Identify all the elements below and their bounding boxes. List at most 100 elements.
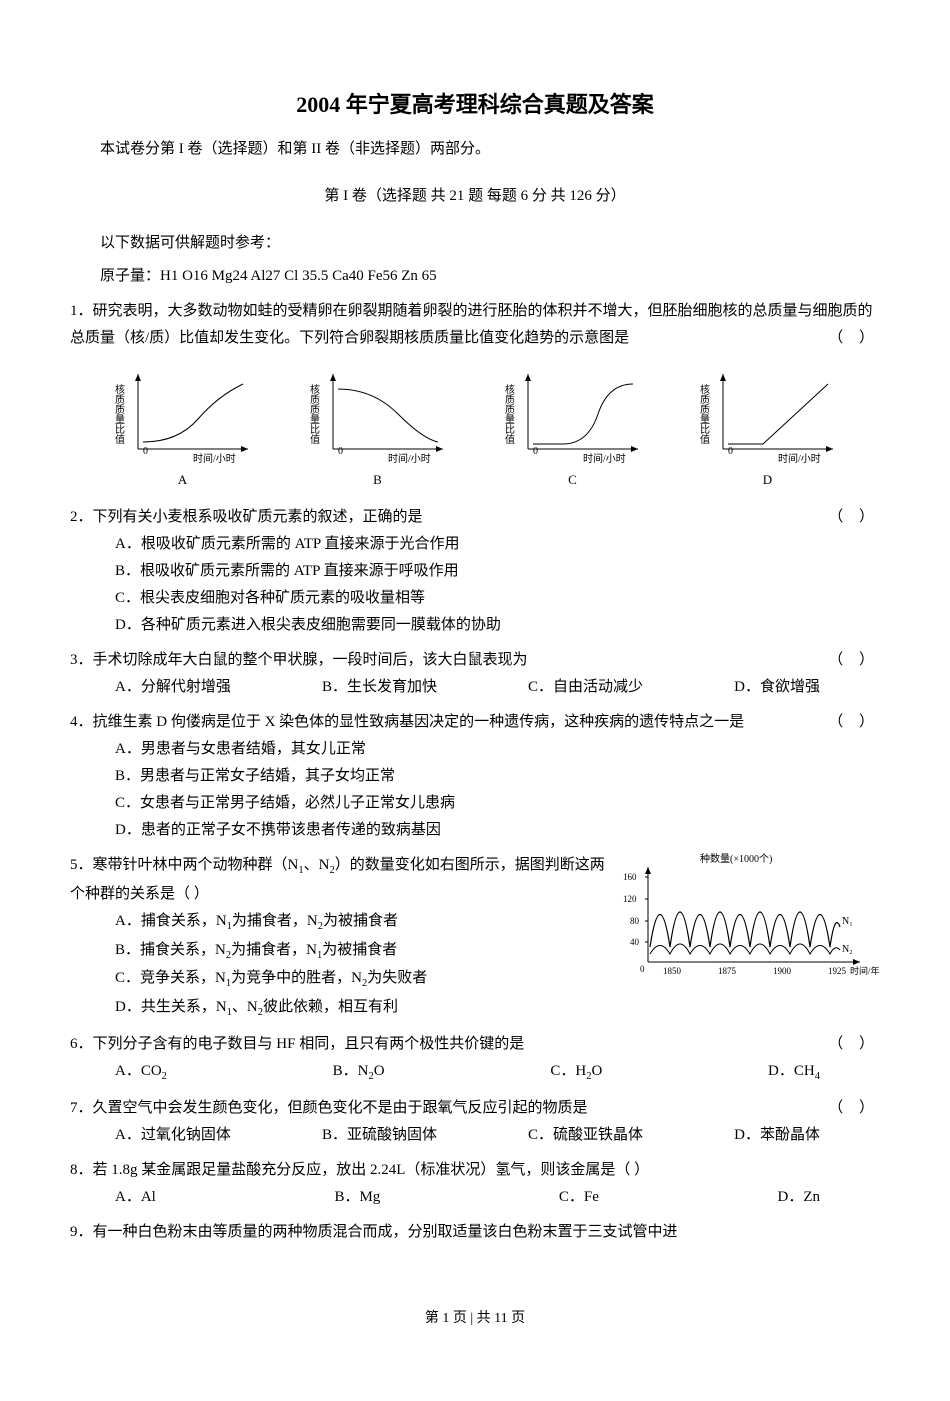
q3-opt-a: A．分解代射增强	[115, 674, 231, 701]
ref-line-1: 以下数据可供解题时参考：	[70, 230, 880, 257]
question-7: 7．久置空气中会发生颜色变化，但颜色变化不是由于跟氧气反应引起的物质是 （ ） …	[70, 1095, 880, 1149]
svg-text:160: 160	[623, 872, 637, 882]
q4-opt-c: C．女患者与正常男子结婚，必然儿子正常女儿患病	[115, 790, 880, 817]
q7-paren: （ ）	[828, 1095, 880, 1122]
q3-opt-c: C．自由活动减少	[528, 674, 643, 701]
q5-opt-d: D．共生关系，N1、N2彼此依赖，相互有利	[115, 994, 610, 1023]
svg-text:种数量(×1000个): 种数量(×1000个)	[700, 852, 772, 865]
q5-chart: 种数量(×1000个) 160 120 80 40 0 1850 1875 19…	[620, 852, 880, 992]
q6-body: 下列分子含有的电子数目与 HF 相同，且只有两个极性共价键的是	[93, 1036, 525, 1052]
q1-chart-d: 核质质量比值 0 时间/小时 D	[693, 364, 843, 491]
q1-chart-b: 核质质量比值 0 时间/小时 B	[303, 364, 453, 491]
q4-paren: （ ）	[828, 709, 880, 736]
q4-opt-d: D．患者的正常子女不携带该患者传递的致病基因	[115, 817, 880, 844]
svg-text:1850: 1850	[663, 966, 682, 976]
q7-body: 久置空气中会发生颜色变化，但颜色变化不是由于跟氧气反应引起的物质是	[93, 1100, 588, 1116]
q2-opt-b: B．根吸收矿质元素所需的 ATP 直接来源于呼吸作用	[115, 558, 880, 585]
q6-num: 6．	[70, 1036, 93, 1052]
q7-opt-c: C．硫酸亚铁晶体	[528, 1122, 643, 1149]
q9-num: 9．	[70, 1224, 93, 1240]
q3-body: 手术切除成年大白鼠的整个甲状腺，一段时间后，该大白鼠表现为	[93, 652, 528, 668]
svg-text:核质质量比值: 核质质量比值	[307, 383, 319, 445]
section-label: 第 I 卷（选择题 共 21 题 每题 6 分 共 126 分）	[70, 183, 880, 210]
svg-text:N₁: N₁	[842, 916, 853, 927]
q9-body: 有一种白色粉末由等质量的两种物质混合而成，分别取适量该白色粉末置于三支试管中进	[93, 1224, 678, 1240]
q7-num: 7．	[70, 1100, 93, 1116]
q1-charts: 核质质量比值 0 时间/小时 A 核质质量比值 0 时间/小时 B	[70, 364, 880, 491]
q2-opt-d: D．各种矿质元素进入根尖表皮细胞需要同一膜载体的协助	[115, 612, 880, 639]
q8-opt-c: C．Fe	[559, 1184, 599, 1211]
question-2: 2．下列有关小麦根系吸收矿质元素的叙述，正确的是 （ ） A．根吸收矿质元素所需…	[70, 504, 880, 639]
q2-opt-a: A．根吸收矿质元素所需的 ATP 直接来源于光合作用	[115, 531, 880, 558]
q7-opt-d: D．苯酚晶体	[734, 1122, 820, 1149]
q4-num: 4．	[70, 714, 93, 730]
svg-text:1925: 1925	[828, 966, 847, 976]
q1-label-d: D	[763, 468, 772, 491]
q1-chart-a: 核质质量比值 0 时间/小时 A	[108, 364, 258, 491]
q1-text: 1．研究表明，大多数动物如蛙的受精卵在卵裂期随着卵裂的进行胚胎的体积并不增大，但…	[70, 298, 880, 352]
q8-num: 8．	[70, 1162, 93, 1178]
q5-opt-c: C．竞争关系，N1为竞争中的胜者，N2为失败者	[115, 965, 610, 994]
svg-text:120: 120	[623, 894, 637, 904]
svg-text:80: 80	[630, 916, 640, 926]
q1-paren: （ ）	[828, 325, 880, 352]
q3-num: 3．	[70, 652, 93, 668]
q3-opt-b: B．生长发育加快	[322, 674, 437, 701]
svg-text:40: 40	[630, 937, 640, 947]
svg-text:N₂: N₂	[842, 944, 853, 955]
q1-label-c: C	[568, 468, 577, 491]
page-title: 2004 年宁夏高考理科综合真题及答案	[70, 85, 880, 125]
svg-text:1875: 1875	[718, 966, 737, 976]
q6-opt-a: A．CO2	[115, 1058, 167, 1087]
question-9: 9．有一种白色粉末由等质量的两种物质混合而成，分别取适量该白色粉末置于三支试管中…	[70, 1219, 880, 1246]
q4-opt-b: B．男患者与正常女子结婚，其子女均正常	[115, 763, 880, 790]
q3-paren: （ ）	[828, 647, 880, 674]
q1-body: 研究表明，大多数动物如蛙的受精卵在卵裂期随着卵裂的进行胚胎的体积并不增大，但胚胎…	[70, 303, 873, 346]
svg-text:时间/小时: 时间/小时	[583, 452, 626, 464]
svg-text:时间/小时: 时间/小时	[778, 452, 821, 464]
question-3: 3．手术切除成年大白鼠的整个甲状腺，一段时间后，该大白鼠表现为 （ ） A．分解…	[70, 647, 880, 701]
question-6: 6．下列分子含有的电子数目与 HF 相同，且只有两个极性共价键的是 （ ） A．…	[70, 1031, 880, 1087]
q1-label-b: B	[373, 468, 382, 491]
ref-line-2: 原子量：H1 O16 Mg24 Al27 Cl 35.5 Ca40 Fe56 Z…	[70, 263, 880, 290]
q1-label-a: A	[178, 468, 187, 491]
svg-text:1900: 1900	[773, 966, 792, 976]
svg-text:核质质量比值: 核质质量比值	[502, 383, 514, 445]
q5-opt-b: B．捕食关系，N2为捕食者，N1为被捕食者	[115, 937, 610, 966]
q4-body: 抗维生素 D 佝偻病是位于 X 染色体的显性致病基因决定的一种遗传病，这种疾病的…	[93, 714, 745, 730]
q7-opt-a: A．过氧化钠固体	[115, 1122, 231, 1149]
page-footer: 第 1 页 | 共 11 页	[70, 1306, 880, 1331]
svg-text:0: 0	[338, 446, 343, 457]
subtitle: 本试卷分第 I 卷（选择题）和第 II 卷（非选择题）两部分。	[70, 136, 880, 163]
q1-chart-c: 核质质量比值 0 时间/小时 C	[498, 364, 648, 491]
q7-opt-b: B．亚硫酸钠固体	[322, 1122, 437, 1149]
q3-opt-d: D．食欲增强	[734, 674, 820, 701]
q6-opt-c: C．H2O	[550, 1058, 602, 1087]
q6-paren: （ ）	[828, 1031, 880, 1058]
svg-text:0: 0	[533, 446, 538, 457]
q2-body: 下列有关小麦根系吸收矿质元素的叙述，正确的是	[93, 509, 423, 525]
svg-text:时间/年: 时间/年	[850, 965, 880, 976]
q8-opt-a: A．Al	[115, 1184, 156, 1211]
svg-text:核质质量比值: 核质质量比值	[697, 383, 709, 445]
q2-paren: （ ）	[828, 504, 880, 531]
q5-text: 5．寒带针叶林中两个动物种群（N1、N2）的数量变化如右图所示，据图判断这两个种…	[70, 852, 610, 908]
q8-body: 若 1.8g 某金属跟足量盐酸充分反应，放出 2.24L（标准状况）氢气，则该金…	[93, 1162, 650, 1178]
svg-text:时间/小时: 时间/小时	[388, 452, 431, 464]
svg-text:0: 0	[143, 446, 148, 457]
q4-opt-a: A．男患者与女患者结婚，其女儿正常	[115, 736, 880, 763]
q2-opt-c: C．根尖表皮细胞对各种矿质元素的吸收量相等	[115, 585, 880, 612]
question-5: 5．寒带针叶林中两个动物种群（N1、N2）的数量变化如右图所示，据图判断这两个种…	[70, 852, 880, 1023]
svg-text:核质质量比值: 核质质量比值	[112, 383, 124, 445]
q5-opt-a: A．捕食关系，N1为捕食者，N2为被捕食者	[115, 908, 610, 937]
question-8: 8．若 1.8g 某金属跟足量盐酸充分反应，放出 2.24L（标准状况）氢气，则…	[70, 1157, 880, 1211]
svg-text:0: 0	[640, 964, 645, 974]
q8-opt-b: B．Mg	[334, 1184, 380, 1211]
q6-opt-b: B．N2O	[333, 1058, 385, 1087]
svg-text:时间/小时: 时间/小时	[193, 452, 236, 464]
question-1: 1．研究表明，大多数动物如蛙的受精卵在卵裂期随着卵裂的进行胚胎的体积并不增大，但…	[70, 298, 880, 491]
svg-text:0: 0	[728, 446, 733, 457]
question-4: 4．抗维生素 D 佝偻病是位于 X 染色体的显性致病基因决定的一种遗传病，这种疾…	[70, 709, 880, 844]
q1-num: 1．	[70, 303, 93, 319]
q2-num: 2．	[70, 509, 93, 525]
